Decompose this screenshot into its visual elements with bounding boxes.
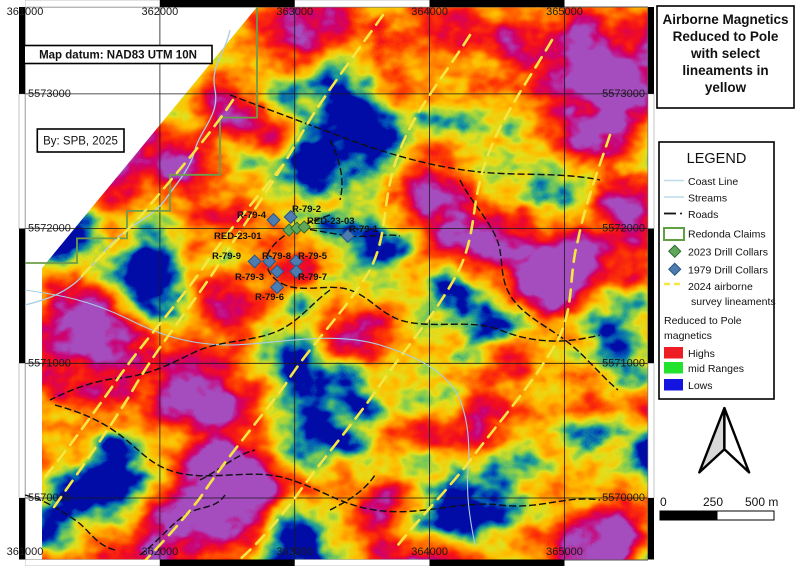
svg-text:361000: 361000 (7, 546, 44, 558)
svg-text:5572000: 5572000 (602, 223, 645, 235)
svg-text:R-79-1: R-79-1 (349, 224, 379, 235)
svg-text:Lows: Lows (688, 380, 713, 392)
svg-text:Streams: Streams (688, 193, 727, 205)
svg-text:364000: 364000 (411, 546, 448, 558)
svg-text:mid Ranges: mid Ranges (688, 363, 744, 375)
svg-text:1979 Drill Collars: 1979 Drill Collars (688, 265, 768, 277)
svg-text:250: 250 (703, 495, 723, 509)
svg-text:Redonda Claims: Redonda Claims (688, 229, 766, 241)
svg-text:5571000: 5571000 (602, 357, 645, 369)
svg-text:5573000: 5573000 (602, 88, 645, 100)
svg-text:361000: 361000 (7, 6, 44, 18)
svg-text:R-79-6: R-79-6 (255, 292, 284, 303)
svg-text:R-79-5: R-79-5 (298, 251, 328, 262)
svg-text:with select: with select (690, 46, 761, 61)
svg-text:363000: 363000 (276, 6, 313, 18)
svg-text:lineaments in: lineaments in (682, 63, 768, 78)
svg-text:R-79-8: R-79-8 (262, 251, 291, 262)
svg-text:yellow: yellow (705, 80, 747, 95)
svg-text:Airborne Magnetics: Airborne Magnetics (662, 12, 788, 27)
svg-text:R-79-4: R-79-4 (237, 210, 267, 221)
svg-text:Roads: Roads (688, 209, 718, 221)
svg-text:500 m: 500 m (745, 495, 778, 509)
svg-text:5572000: 5572000 (28, 223, 71, 235)
svg-text:Coast Line: Coast Line (688, 176, 738, 188)
svg-text:2024 airborne: 2024 airborne (688, 281, 753, 293)
svg-text:2023 Drill Collars: 2023 Drill Collars (688, 247, 768, 259)
svg-text:R-79-3: R-79-3 (235, 272, 264, 283)
svg-text:R-79-9: R-79-9 (212, 251, 241, 262)
svg-text:magnetics: magnetics (664, 330, 712, 342)
svg-text:364000: 364000 (411, 6, 448, 18)
svg-text:Highs: Highs (688, 348, 715, 360)
svg-text:365000: 365000 (546, 546, 583, 558)
svg-text:365000: 365000 (546, 6, 583, 18)
svg-text:survey lineaments: survey lineaments (691, 296, 776, 308)
svg-text:RED-23-03: RED-23-03 (307, 216, 355, 227)
svg-text:By: SPB, 2025: By: SPB, 2025 (43, 136, 118, 148)
svg-text:Map datum: NAD83 UTM 10N: Map datum: NAD83 UTM 10N (39, 50, 197, 62)
svg-text:0: 0 (660, 495, 667, 509)
svg-text:5573000: 5573000 (28, 88, 71, 100)
svg-text:LEGEND: LEGEND (687, 151, 747, 167)
svg-text:5570000: 5570000 (28, 492, 71, 504)
svg-text:Reduced to Pole: Reduced to Pole (664, 315, 742, 327)
svg-text:362000: 362000 (142, 6, 179, 18)
svg-text:R-79-2: R-79-2 (292, 204, 321, 215)
svg-text:Reduced to Pole: Reduced to Pole (673, 29, 779, 44)
svg-text:362000: 362000 (142, 546, 179, 558)
svg-text:5570000: 5570000 (602, 492, 645, 504)
svg-text:RED-23-01: RED-23-01 (214, 231, 262, 242)
svg-text:363000: 363000 (276, 546, 313, 558)
svg-text:R-79-7: R-79-7 (298, 272, 327, 283)
svg-text:5571000: 5571000 (28, 357, 71, 369)
